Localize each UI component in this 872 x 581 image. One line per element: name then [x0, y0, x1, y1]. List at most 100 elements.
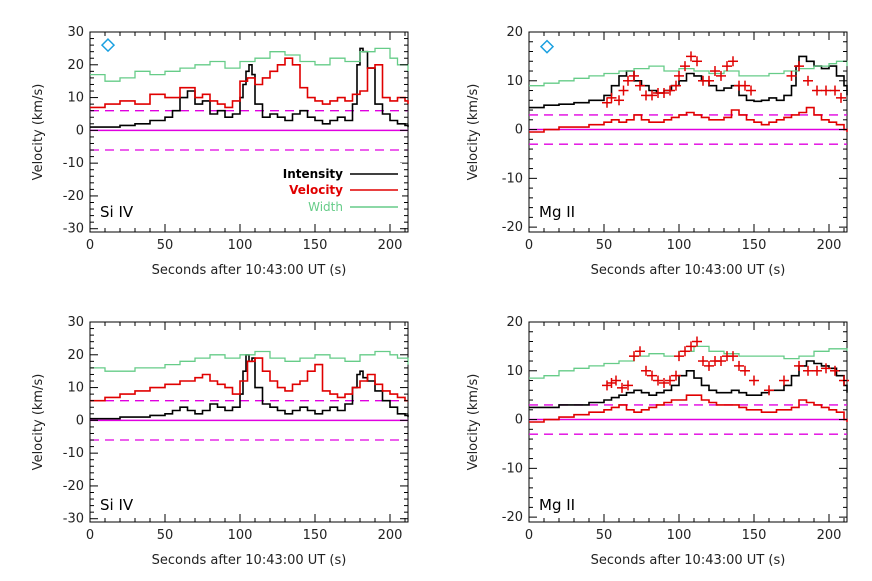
cross-marker	[623, 75, 633, 86]
cross-marker	[659, 87, 669, 98]
y-tick-label: -10	[63, 446, 84, 461]
y-tick-label: 0	[76, 123, 84, 138]
x-tick-label: 0	[86, 238, 94, 253]
y-tick-label: 20	[67, 348, 84, 363]
series-velocity	[90, 357, 408, 402]
tick-marks	[89, 321, 408, 522]
cross-marker	[734, 360, 744, 371]
series-intensity	[90, 354, 409, 420]
x-tick-label: 150	[303, 528, 328, 543]
tick-marks	[528, 31, 847, 232]
y-tick-label: -20	[502, 220, 523, 235]
cross-marker	[722, 61, 732, 72]
cross-marker	[728, 351, 738, 362]
cross-marker	[629, 351, 639, 362]
series-intensity	[529, 55, 848, 109]
cross-marker	[617, 382, 627, 393]
tick-labels: 0 50 100 150 200 -30 -20 -10 0 10 20 30	[63, 315, 403, 543]
y-tick-label: -30	[63, 222, 84, 237]
x-tick-label: 50	[157, 528, 174, 543]
y-axis-label: Velocity (km/s)	[466, 374, 481, 471]
series-width	[529, 60, 848, 87]
x-tick-label: 0	[525, 238, 533, 253]
tick-marks	[89, 31, 408, 232]
cross-marker	[635, 80, 645, 91]
x-tick-label: 50	[157, 238, 174, 253]
cross-marker	[674, 70, 684, 81]
x-tick-label: 50	[596, 528, 613, 543]
cross-marker	[647, 90, 657, 101]
cross-marker	[794, 61, 804, 72]
y-tick-label: 10	[67, 91, 84, 106]
cross-marker	[629, 70, 639, 81]
diamond-icon	[100, 38, 116, 53]
cross-marker	[812, 365, 822, 376]
x-tick-label: 200	[817, 528, 842, 543]
cross-marker	[794, 360, 804, 371]
series-lines	[90, 350, 409, 420]
y-tick-label: -10	[63, 156, 84, 171]
plot-frame	[89, 321, 409, 523]
legend-label-width: Width	[308, 200, 343, 214]
x-tick-label: 0	[525, 528, 533, 543]
legend: Intensity Velocity Width	[282, 163, 402, 217]
cross-marker	[635, 346, 645, 357]
series-intensity	[529, 360, 848, 409]
x-tick-label: 100	[667, 238, 692, 253]
panel-label: Si IV	[100, 203, 134, 221]
series-lines	[529, 55, 848, 133]
x-axis-label: Seconds after 10:43:00 UT (s)	[152, 263, 347, 278]
legend-label-velocity: Velocity	[289, 183, 343, 197]
y-tick-label: 0	[76, 413, 84, 428]
x-tick-label: 100	[667, 528, 692, 543]
cross-marker	[692, 56, 702, 67]
reference-lines	[90, 400, 408, 441]
x-tick-label: 50	[596, 238, 613, 253]
reference-lines	[529, 114, 847, 145]
x-axis-label: Seconds after 10:43:00 UT (s)	[152, 553, 347, 568]
y-tick-label: 20	[506, 25, 523, 40]
y-tick-label: 20	[506, 315, 523, 330]
panel-bottom-left: 0 50 100 150 200 -30 -20 -10 0 10 20 30 Si IV Secon…	[31, 315, 409, 568]
panel-bottom-right: 0 50 100 150 200 -20 -10 0 10 20 Mg II Seconds af…	[466, 315, 849, 568]
cross-marker	[680, 61, 690, 72]
cross-marker	[623, 380, 633, 391]
y-axis-label: Velocity (km/s)	[31, 374, 46, 471]
plot-frame	[89, 31, 409, 233]
cross-marker	[716, 356, 726, 367]
cross-marker	[740, 365, 750, 376]
cross-marker	[659, 377, 669, 388]
cross-marker	[671, 370, 681, 381]
cross-marker	[704, 75, 714, 86]
cross-marker	[618, 85, 629, 96]
x-axis-label: Seconds after 10:43:00 UT (s)	[591, 553, 786, 568]
cross-marker	[716, 70, 726, 81]
panel-label: Mg II	[539, 203, 575, 221]
y-tick-label: 30	[67, 315, 84, 330]
cross-marker	[611, 375, 621, 386]
y-axis-label: Velocity (km/s)	[31, 84, 46, 181]
x-tick-label: 200	[378, 528, 403, 543]
cross-marker	[614, 95, 624, 106]
reference-lines	[90, 110, 408, 151]
series-velocity	[529, 106, 848, 133]
cross-marker	[764, 385, 774, 396]
y-tick-label: 30	[67, 25, 84, 40]
x-tick-label: 150	[742, 238, 767, 253]
panel-top-right: 0 50 100 150 200 -20 -10 0 10 20 Mg II Seconds af…	[466, 25, 848, 278]
tick-marks	[528, 321, 847, 522]
y-tick-label: 20	[67, 58, 84, 73]
cross-marker	[653, 375, 663, 386]
cross-marker	[602, 380, 612, 391]
cross-marker	[779, 375, 789, 386]
cross-markers	[602, 336, 849, 396]
cross-marker	[812, 85, 822, 96]
cross-marker	[704, 360, 714, 371]
cross-marker	[680, 346, 690, 357]
cross-marker	[740, 80, 750, 91]
y-axis-label: Velocity (km/s)	[466, 84, 481, 181]
cross-marker	[710, 66, 720, 77]
y-tick-label: -10	[502, 171, 523, 186]
panel-label: Mg II	[539, 496, 575, 514]
series-width	[90, 47, 409, 82]
